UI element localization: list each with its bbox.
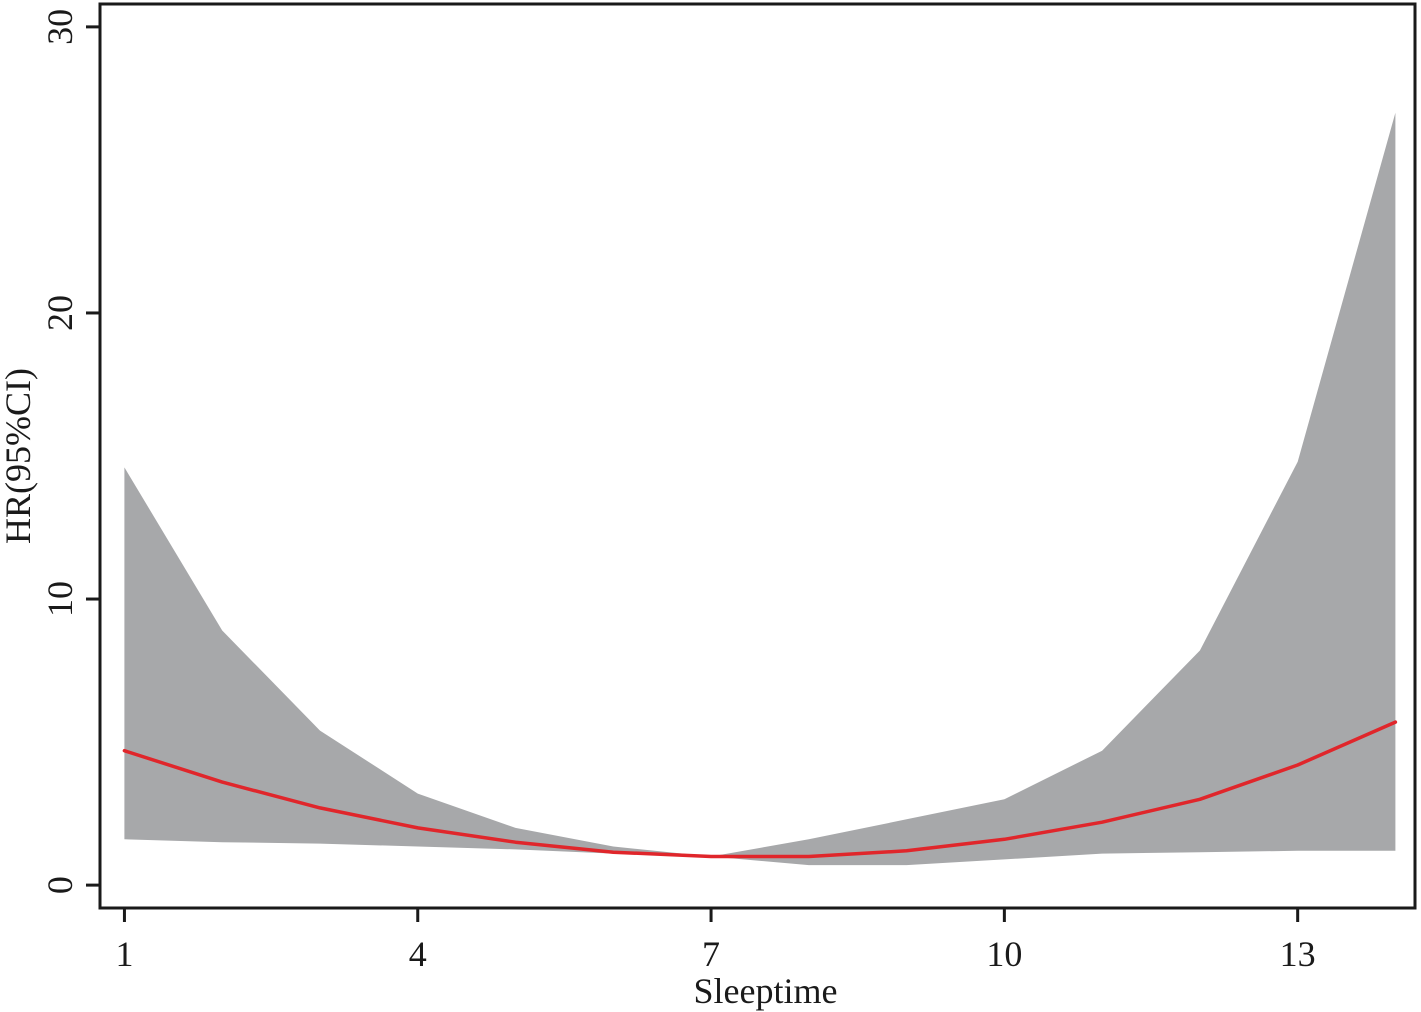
- x-tick-label: 10: [986, 934, 1022, 974]
- x-axis-title: Sleeptime: [694, 971, 838, 1011]
- y-axis-title: HR(95%CI): [0, 368, 38, 544]
- x-tick-label: 7: [702, 934, 720, 974]
- plot-area: [122, 112, 1398, 866]
- x-tick-label: 13: [1280, 934, 1316, 974]
- hr-line: [122, 720, 1398, 859]
- x-tick-label: 1: [115, 934, 133, 974]
- x-axis: 1 4 7 10 13: [115, 908, 1316, 974]
- confidence-band: [124, 112, 1396, 866]
- y-tick-label: 30: [40, 9, 80, 45]
- plot-frame: [98, 2, 1417, 910]
- y-tick-label: 10: [40, 581, 80, 617]
- x-tick-label: 4: [409, 934, 427, 974]
- y-tick-label: 0: [40, 876, 80, 894]
- y-tick-label: 20: [40, 295, 80, 331]
- y-axis: 0 10 20 30: [40, 9, 100, 894]
